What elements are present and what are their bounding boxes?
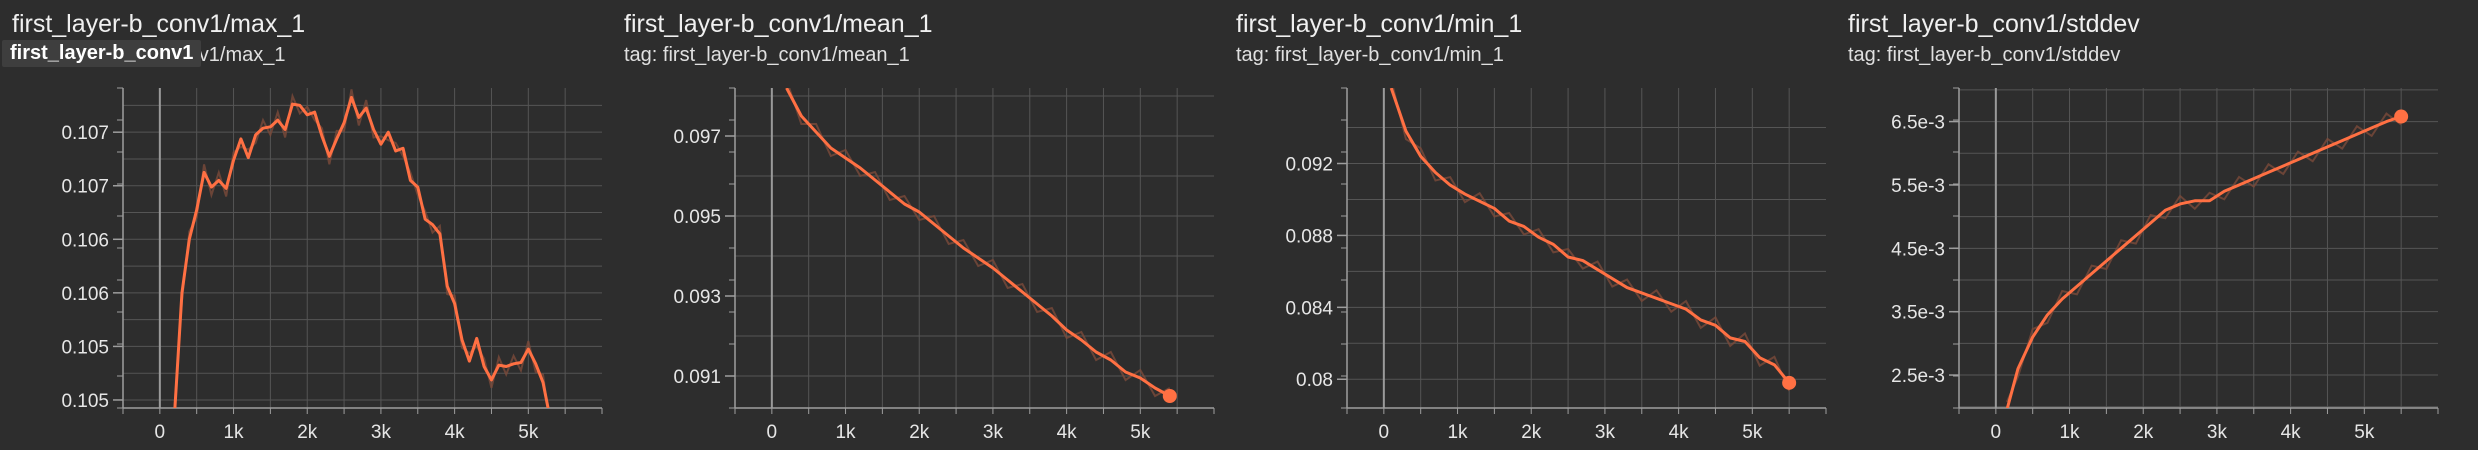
- y-tick-label: 2.5e-3: [1891, 366, 1945, 387]
- series-line: [2005, 115, 2402, 408]
- y-tick-label: 0.097: [673, 127, 721, 148]
- grid: [1347, 88, 1826, 408]
- y-tick-label: 0.105: [61, 391, 109, 412]
- x-tick-label: 0: [1379, 422, 1390, 443]
- y-tick-label: 0.088: [1285, 226, 1333, 247]
- x-tick-label: 4k: [2281, 422, 2302, 443]
- chart-title: first_layer-b_conv1/max_1: [12, 10, 306, 38]
- x-tick-label: 5k: [2354, 422, 2375, 443]
- series-group: [2005, 112, 2402, 408]
- x-tick-label: 3k: [1595, 422, 1616, 443]
- grid: [1959, 88, 2438, 408]
- y-tick-label: 4.5e-3: [1891, 239, 1945, 260]
- y-tick-label: 0.091: [673, 367, 721, 388]
- x-tick-label: 4k: [1057, 422, 1078, 443]
- chart-panel-stddev: first_layer-b_conv1/stddev tag: first_la…: [1836, 0, 2448, 450]
- y-tick-label: 0.095: [673, 207, 721, 228]
- x-tick-label: 1k: [223, 422, 244, 443]
- chart-panel-min: first_layer-b_conv1/min_1 tag: first_lay…: [1224, 0, 1836, 450]
- chart-svg[interactable]: 0.091 0.093 0.095 0.097 0 1k 2k 3k 4k 5k: [612, 0, 1224, 450]
- hover-tooltip: first_layer-b_conv1: [2, 40, 202, 67]
- x-tick-label: 2k: [2133, 422, 2154, 443]
- series-end-point: [2394, 109, 2409, 124]
- x-tick-label: 5k: [1742, 422, 1763, 443]
- x-tick-label: 0: [767, 422, 778, 443]
- grid: [735, 88, 1214, 408]
- y-tick-label: 5.5e-3: [1891, 176, 1945, 197]
- x-tick-label: 2k: [1521, 422, 1542, 443]
- x-tick-label: 2k: [909, 422, 930, 443]
- x-tick-label: 1k: [2059, 422, 2080, 443]
- y-tick-label: 0.093: [673, 287, 721, 308]
- x-tick-label: 0: [1991, 422, 2002, 443]
- chart-panel-mean: first_layer-b_conv1/mean_1 tag: first_la…: [612, 0, 1224, 450]
- series-end-point: [1782, 375, 1797, 390]
- chart-subtitle: tag: first_layer-b_conv1/mean_1: [624, 44, 910, 66]
- y-tick-label: 0.106: [61, 230, 109, 251]
- chart-svg[interactable]: 0.08 0.084 0.088 0.092 0 1k 2k 3k 4k 5k: [1224, 0, 1836, 450]
- y-tick-label: 0.084: [1285, 298, 1333, 319]
- chart-svg[interactable]: 0.105 0.105 0.106 0.106 0.107 0.107 0 1k 2k 3k 4k 5…: [0, 0, 612, 450]
- chart-subtitle: tag: first_layer-b_conv1/stddev: [1848, 44, 2121, 66]
- chart-panel-max: first_layer-b_conv1/max_1 tag: first_lay…: [0, 0, 612, 450]
- x-tick-label: 4k: [445, 422, 466, 443]
- chart-svg[interactable]: 2.5e-3 3.5e-3 4.5e-3 5.5e-3 6.5e-3 0 1k 2k 3k 4k 5…: [1836, 0, 2448, 450]
- x-tick-label: 3k: [371, 422, 392, 443]
- series-end-point: [1162, 389, 1177, 403]
- series-group: [785, 88, 1171, 398]
- grid: [123, 88, 602, 408]
- series-line: [785, 88, 1171, 398]
- raw-series-line: [788, 88, 1171, 398]
- x-tick-label: 1k: [835, 422, 856, 443]
- x-tick-label: 5k: [518, 422, 539, 443]
- x-tick-label: 2k: [297, 422, 318, 443]
- x-tick-label: 1k: [1447, 422, 1468, 443]
- series-line: [1389, 88, 1791, 384]
- y-tick-label: 0.105: [61, 337, 109, 358]
- y-tick-label: 3.5e-3: [1891, 303, 1945, 324]
- x-tick-label: 3k: [2207, 422, 2228, 443]
- y-tick-label: 0.092: [1285, 155, 1333, 176]
- y-tick-label: 0.106: [61, 284, 109, 305]
- series-group: [173, 89, 550, 408]
- chart-title: first_layer-b_conv1/stddev: [1848, 10, 2140, 38]
- y-tick-label: 0.08: [1296, 370, 1333, 391]
- chart-subtitle: tag: first_layer-b_conv1/min_1: [1236, 44, 1504, 66]
- chart-title: first_layer-b_conv1/min_1: [1236, 10, 1523, 38]
- y-tick-label: 0.107: [61, 123, 109, 144]
- y-tick-label: 0.107: [61, 177, 109, 198]
- series-line: [173, 95, 550, 408]
- chart-title: first_layer-b_conv1/mean_1: [624, 10, 933, 38]
- x-tick-label: 4k: [1669, 422, 1690, 443]
- raw-series-line: [2005, 112, 2402, 403]
- y-tick-label: 6.5e-3: [1891, 113, 1945, 134]
- x-tick-label: 0: [155, 422, 166, 443]
- series-group: [1389, 88, 1791, 392]
- x-tick-label: 5k: [1130, 422, 1151, 443]
- x-tick-label: 3k: [983, 422, 1004, 443]
